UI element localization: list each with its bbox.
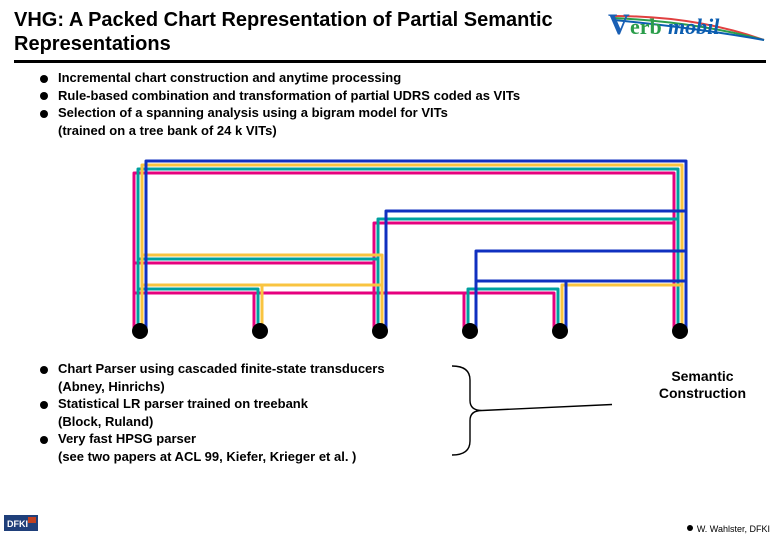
chart-node xyxy=(372,323,388,339)
bullet-item: Statistical LR parser trained on treeban… xyxy=(40,395,470,430)
dfki-logo: DFKI xyxy=(4,515,38,536)
chart-node xyxy=(252,323,268,339)
svg-text:DFKI: DFKI xyxy=(7,519,28,529)
svg-text:erb: erb xyxy=(630,14,662,39)
bottom-bullet-list: Chart Parser using cascaded finite-state… xyxy=(40,360,470,465)
svg-text:mobil: mobil xyxy=(668,14,720,39)
verbmobil-logo: Verbmobil xyxy=(606,8,766,51)
svg-text:V: V xyxy=(608,10,630,41)
bullet-item: Incremental chart construction and anyti… xyxy=(40,69,766,87)
attribution: W. Wahlster, DFKI xyxy=(687,524,770,534)
bullet-item: Very fast HPSG parser (see two papers at… xyxy=(40,430,470,465)
chart-node xyxy=(462,323,478,339)
chart-diagram xyxy=(40,141,740,356)
bullet-item: Chart Parser using cascaded finite-state… xyxy=(40,360,470,395)
bullet-item: Selection of a spanning analysis using a… xyxy=(40,104,766,139)
bullet-item: Rule-based combination and transformatio… xyxy=(40,87,766,105)
top-bullet-list: Incremental chart construction and anyti… xyxy=(40,69,766,139)
chart-node xyxy=(552,323,568,339)
chart-node xyxy=(132,323,148,339)
page-title: VHG: A Packed Chart Representation of Pa… xyxy=(14,8,596,56)
semantic-construction-label: Semantic Construction xyxy=(659,368,746,402)
chart-node xyxy=(672,323,688,339)
